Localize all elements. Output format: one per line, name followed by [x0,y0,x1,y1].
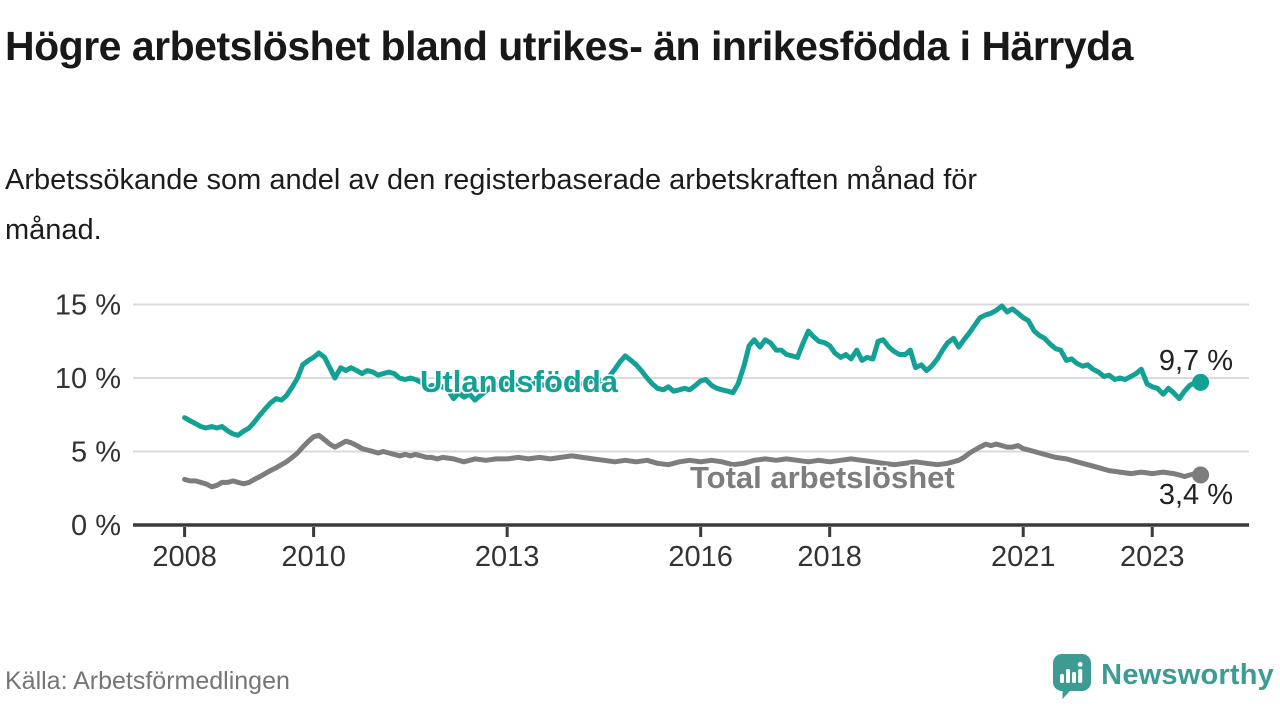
x-tick-label: 2018 [797,541,862,573]
x-tick-label: 2010 [281,541,346,573]
source-note: Källa: Arbetsförmedlingen [5,667,290,695]
newsworthy-logo-icon [1053,654,1092,699]
y-tick-label: 0 % [71,510,121,542]
y-tick-label: 5 % [71,437,121,469]
series-label-utlandsf-dda: Utlandsfödda [420,364,619,399]
x-tick-label: 2016 [668,541,733,573]
end-value-label-total-arbetsl-shet: 3,4 % [1159,479,1233,511]
y-tick-label: 15 % [55,290,121,322]
series-line-utlandsf-dda [182,303,1204,438]
x-tick-label: 2021 [991,541,1056,573]
x-tick-label: 2013 [475,541,540,573]
series-line-total-arbetsl-shet [182,432,1204,490]
y-tick-label: 10 % [55,363,121,395]
newsworthy-wordmark: Newsworthy [1101,659,1274,691]
page-title: Högre arbetslöshet bland utrikes- än inr… [5,23,1133,69]
newsworthy-logo: Newsworthy [1052,650,1274,700]
x-tick-label: 2023 [1120,541,1185,573]
series-end-dot-utlandsf-dda [1192,373,1210,391]
page-subtitle: Arbetssökande som andel av den registerb… [5,164,978,246]
series-end-dot-total-arbetsl-shet [1192,466,1210,484]
end-value-label-utlandsf-dda: 9,7 % [1159,345,1233,377]
x-tick-label: 2008 [152,541,217,573]
series-label-total-arbetsl-shet: Total arbetslöshet [690,460,955,495]
